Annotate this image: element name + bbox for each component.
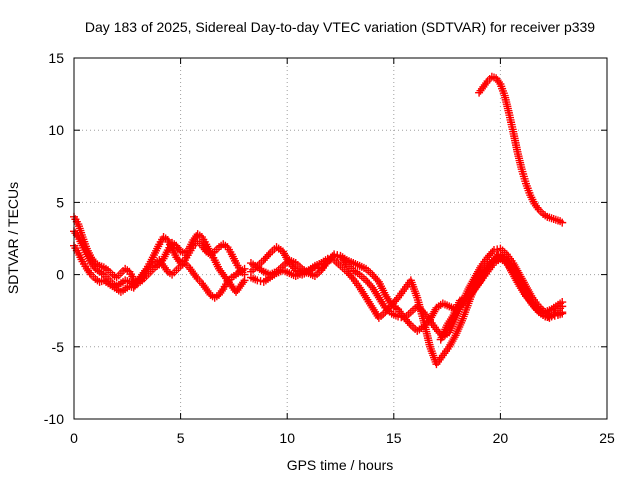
series-track-d bbox=[246, 243, 567, 341]
grid bbox=[74, 58, 607, 419]
data-point bbox=[405, 319, 414, 328]
y-tick-label: -5 bbox=[52, 339, 65, 355]
x-tick-label: 0 bbox=[70, 430, 78, 446]
y-tick-label: 10 bbox=[48, 122, 64, 138]
y-tick-label: 0 bbox=[56, 267, 64, 283]
y-tick-label: 5 bbox=[56, 194, 64, 210]
series-track-c bbox=[70, 212, 249, 296]
data-point bbox=[558, 302, 567, 311]
data-point bbox=[240, 264, 249, 273]
y-tick-label: 15 bbox=[48, 50, 64, 66]
data-point bbox=[158, 256, 167, 265]
data-point bbox=[264, 250, 273, 259]
x-tick-label: 15 bbox=[386, 430, 402, 446]
data-point bbox=[558, 218, 567, 227]
data-point bbox=[328, 252, 337, 261]
chart-title: Day 183 of 2025, Sidereal Day-to-day VTE… bbox=[85, 19, 595, 35]
data-point bbox=[482, 79, 491, 88]
plot-frame bbox=[73, 57, 608, 420]
data-point bbox=[558, 309, 567, 318]
data-point bbox=[205, 288, 214, 297]
series-track-h bbox=[475, 72, 567, 227]
data-point bbox=[162, 265, 171, 274]
data-point bbox=[217, 286, 226, 295]
series-track-g bbox=[436, 250, 567, 344]
data-point bbox=[85, 268, 94, 277]
x-axis-label: GPS time / hours bbox=[287, 457, 394, 473]
data-point bbox=[488, 247, 497, 256]
data-point bbox=[192, 273, 201, 282]
x-tick-label: 25 bbox=[599, 430, 615, 446]
data-point bbox=[533, 203, 542, 212]
x-tick-label: 20 bbox=[493, 430, 509, 446]
y-tick-label: -10 bbox=[44, 411, 64, 427]
x-tick-label: 5 bbox=[177, 430, 185, 446]
data-points bbox=[70, 72, 567, 369]
data-point bbox=[525, 294, 534, 303]
data-point bbox=[494, 78, 503, 87]
data-point bbox=[239, 278, 248, 287]
axis-ticks: 0 5 10 15 20 25 -10 -5 0 5 10 15 bbox=[44, 50, 615, 446]
y-axis-label: SDTVAR / TECUs bbox=[5, 182, 21, 294]
data-point bbox=[89, 257, 98, 266]
data-point bbox=[240, 276, 249, 285]
x-tick-label: 10 bbox=[279, 430, 295, 446]
